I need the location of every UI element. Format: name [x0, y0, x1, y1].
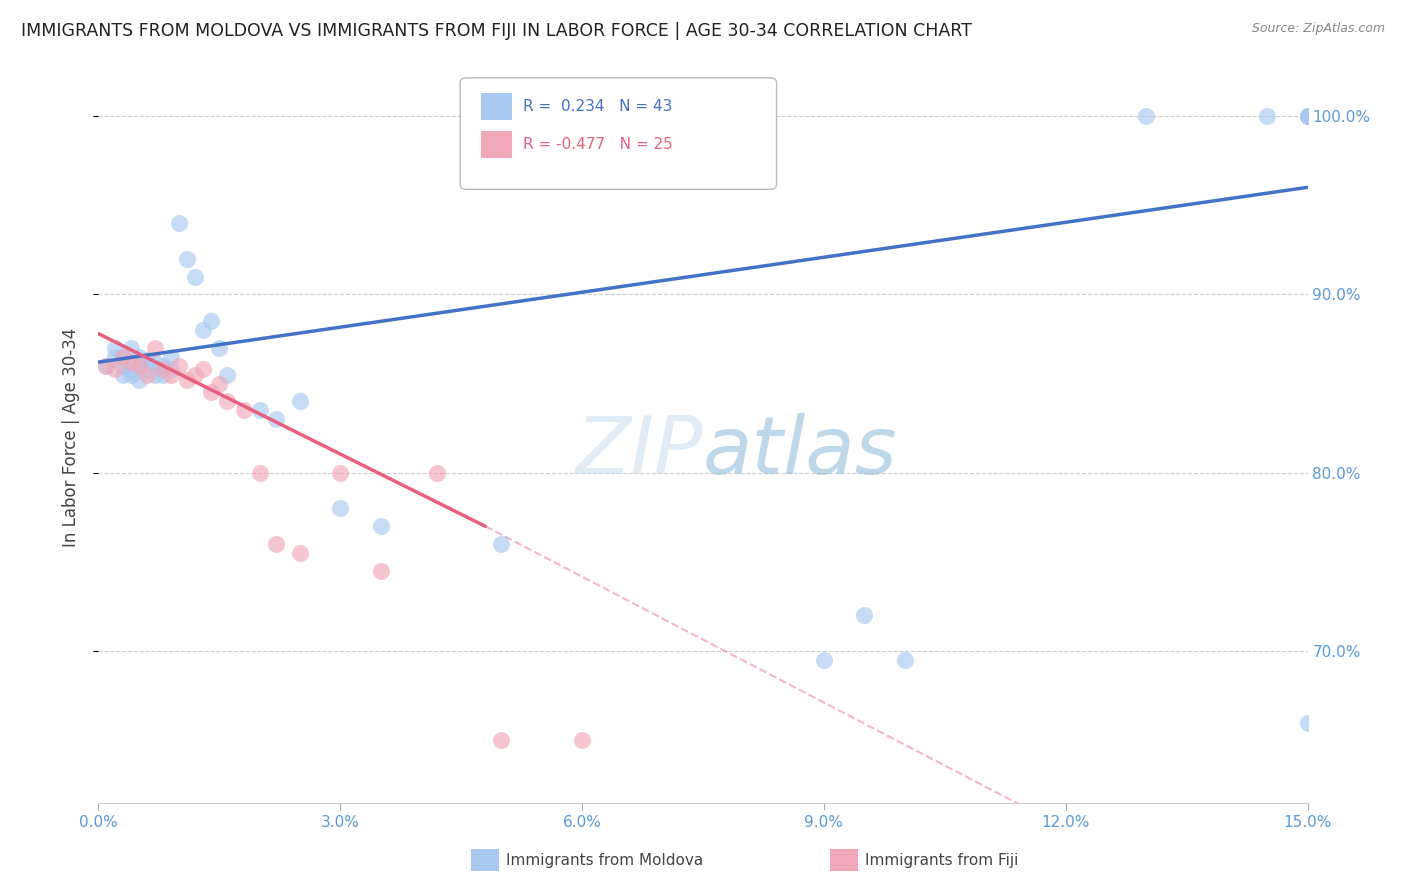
Point — [491, 537, 513, 551]
Point — [111, 359, 134, 373]
Point — [249, 403, 271, 417]
Point — [120, 368, 142, 382]
Point — [232, 403, 254, 417]
Point — [193, 323, 215, 337]
Point — [111, 368, 134, 382]
Point — [143, 368, 166, 382]
Point — [143, 355, 166, 369]
Point — [1296, 109, 1319, 123]
Point — [160, 362, 183, 376]
Point — [1296, 715, 1319, 730]
Point — [217, 368, 239, 382]
Point — [208, 341, 231, 355]
Point — [370, 564, 392, 578]
Y-axis label: In Labor Force | Age 30-34: In Labor Force | Age 30-34 — [62, 327, 80, 547]
Point — [103, 362, 125, 376]
Point — [200, 314, 222, 328]
Point — [96, 359, 118, 373]
Point — [96, 359, 118, 373]
Point — [152, 362, 174, 376]
Point — [152, 368, 174, 382]
Point — [135, 368, 157, 382]
Point — [1296, 109, 1319, 123]
Text: Immigrants from Fiji: Immigrants from Fiji — [865, 854, 1018, 868]
Text: ZIP: ZIP — [575, 413, 703, 491]
Point — [217, 394, 239, 409]
Point — [160, 350, 183, 364]
Point — [1256, 109, 1278, 123]
Point — [120, 341, 142, 355]
Point — [128, 350, 150, 364]
Point — [329, 501, 352, 516]
Point — [249, 466, 271, 480]
Point — [128, 359, 150, 373]
Point — [426, 466, 449, 480]
Point — [193, 362, 215, 376]
Point — [120, 355, 142, 369]
Point — [176, 373, 198, 387]
Point — [167, 359, 190, 373]
Text: IMMIGRANTS FROM MOLDOVA VS IMMIGRANTS FROM FIJI IN LABOR FORCE | AGE 30-34 CORRE: IMMIGRANTS FROM MOLDOVA VS IMMIGRANTS FR… — [21, 22, 972, 40]
Point — [200, 385, 222, 400]
Point — [152, 359, 174, 373]
Point — [288, 394, 311, 409]
Point — [103, 341, 125, 355]
Point — [128, 359, 150, 373]
Point — [264, 412, 287, 426]
Point — [1296, 109, 1319, 123]
Point — [143, 341, 166, 355]
Point — [853, 608, 876, 623]
Point — [184, 269, 207, 284]
Point — [491, 733, 513, 747]
Text: atlas: atlas — [703, 413, 898, 491]
Point — [893, 653, 915, 667]
Point — [208, 376, 231, 391]
Text: Source: ZipAtlas.com: Source: ZipAtlas.com — [1251, 22, 1385, 36]
Point — [1135, 109, 1157, 123]
Point — [176, 252, 198, 266]
Point — [135, 353, 157, 368]
Point — [1296, 109, 1319, 123]
Point — [288, 546, 311, 560]
Text: R = -0.477   N = 25: R = -0.477 N = 25 — [523, 137, 673, 153]
Point — [120, 362, 142, 376]
Point — [167, 216, 190, 230]
Point — [160, 368, 183, 382]
Text: Immigrants from Moldova: Immigrants from Moldova — [506, 854, 703, 868]
Point — [571, 733, 593, 747]
Text: R =  0.234   N = 43: R = 0.234 N = 43 — [523, 99, 673, 114]
Point — [813, 653, 835, 667]
Point — [128, 373, 150, 387]
Point — [370, 519, 392, 533]
Point — [264, 537, 287, 551]
Point — [329, 466, 352, 480]
Point — [111, 350, 134, 364]
Point — [184, 368, 207, 382]
Point — [103, 350, 125, 364]
Point — [135, 362, 157, 376]
Point — [111, 350, 134, 364]
